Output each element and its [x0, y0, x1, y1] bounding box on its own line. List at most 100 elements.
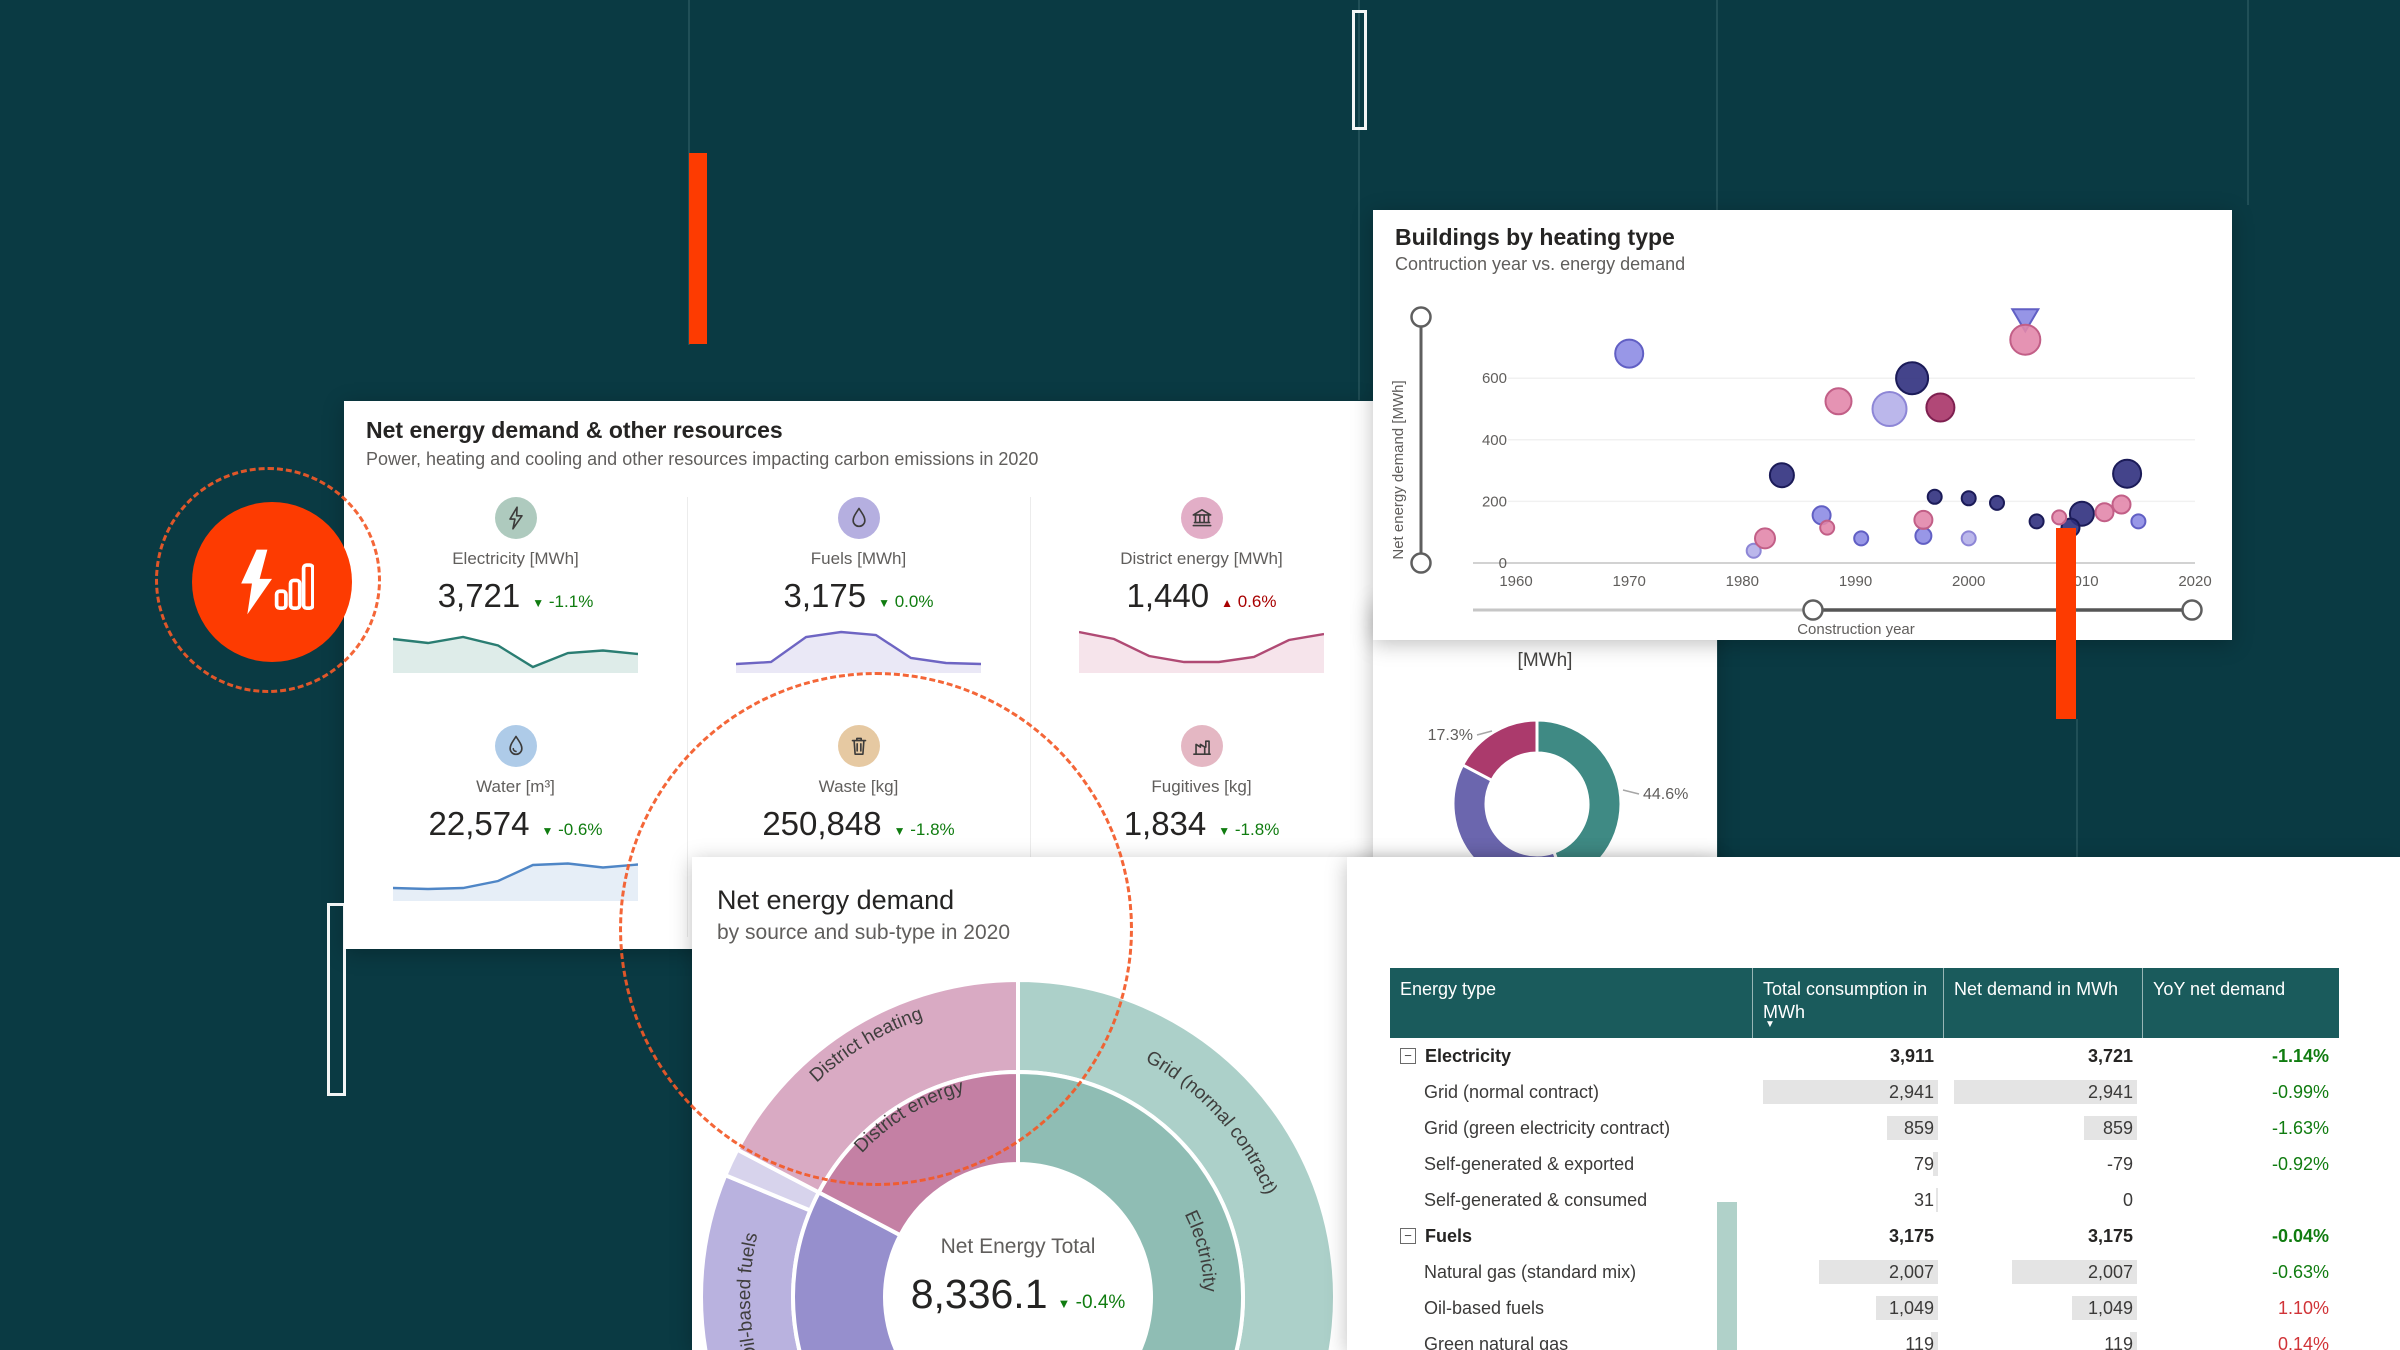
- scatter-card: 0 200 400 600 1960 1970 1980 1990 2000 2010 2020 Ne…: [1373, 210, 2232, 640]
- kpi-sparkline: [393, 623, 638, 673]
- slider-handle[interactable]: [2181, 599, 2203, 621]
- yoy-cell: 0.14%: [2143, 1326, 2339, 1350]
- cell-value: 79: [1913, 1154, 1934, 1174]
- scatter-point[interactable]: [2009, 323, 2042, 356]
- row-label: − Electricity: [1390, 1038, 1753, 1074]
- delta-up-icon: ▲: [1221, 596, 1233, 610]
- scatter-point[interactable]: [2130, 513, 2147, 530]
- scatter-point[interactable]: [1925, 392, 1956, 423]
- cell-value: 859: [2102, 1118, 2133, 1138]
- scatter-point[interactable]: [1853, 530, 1870, 547]
- slider-handle[interactable]: [1410, 552, 1432, 574]
- kpi-value-row: 1,834 ▼ -1.8%: [1124, 805, 1280, 843]
- scatter-point[interactable]: [1913, 509, 1934, 530]
- scatter-point[interactable]: [1871, 391, 1908, 427]
- water-drop-icon: [494, 725, 537, 767]
- scatter-point[interactable]: [1960, 490, 1977, 507]
- table-row[interactable]: Green natural gas 119 119 0.14%: [1390, 1326, 2339, 1350]
- scatter-point[interactable]: [1819, 519, 1836, 536]
- scatter-point[interactable]: [1768, 462, 1795, 489]
- x-tick-label: 2020: [2178, 573, 2211, 590]
- row-label: Self-generated & consumed: [1424, 1190, 1648, 1210]
- total-consumption-cell: 859: [1753, 1110, 1944, 1146]
- scatter-point[interactable]: [1745, 542, 1762, 559]
- net-demand-cell: -79: [1944, 1146, 2143, 1182]
- donut-card: [MWh] 17.3% 44.6%: [1373, 600, 1717, 880]
- bolt-icon: [494, 497, 537, 539]
- yoy-cell: [2143, 1182, 2339, 1218]
- table-row[interactable]: Grid (green electricity contract) 859 859 -…: [1390, 1110, 2339, 1146]
- scatter-point[interactable]: [1989, 494, 2005, 511]
- table-row[interactable]: Oil-based fuels 1,049 1,049 1.10%: [1390, 1290, 2339, 1326]
- cell-value: 1.10%: [2277, 1298, 2329, 1318]
- table-header-row: Energy type Total consumption in MWh ▼ N…: [1390, 968, 2339, 1038]
- table-row[interactable]: Self-generated & consumed 31 0: [1390, 1182, 2339, 1218]
- kpi-tile-fuels[interactable]: Fuels [MWh] 3,175 ▼ 0.0%: [687, 493, 1030, 721]
- kpi-grid: Electricity [MWh] 3,721 ▼ -1.1% Fuels [MWh]…: [344, 493, 1373, 949]
- row-label: Natural gas (standard mix): [1424, 1262, 1637, 1282]
- table-row[interactable]: Self-generated & exported 79 -79 -0.92%: [1390, 1146, 2339, 1182]
- card-title: Buildings by heating type: [1395, 224, 1675, 250]
- scatter-point[interactable]: [2094, 502, 2115, 523]
- column-header-energy-type[interactable]: Energy type: [1390, 968, 1753, 1038]
- kpi-tile-district-energy[interactable]: District energy [MWh] 1,440 ▲ 0.6%: [1030, 493, 1373, 721]
- slider-handle[interactable]: [1410, 306, 1432, 328]
- scatter-point[interactable]: [2028, 513, 2045, 530]
- kpi-value: 3,175: [783, 577, 867, 614]
- kpi-delta: ▼ -0.6%: [541, 820, 602, 840]
- scatter-point[interactable]: [1926, 488, 1943, 505]
- data-bar: [1936, 1188, 1938, 1212]
- scatter-point[interactable]: [2112, 458, 2143, 489]
- x-tick-label: 2000: [1952, 573, 1985, 590]
- scatter-point[interactable]: [1895, 361, 1930, 396]
- yoy-cell: -1.14%: [2143, 1038, 2339, 1074]
- column-header-yoy[interactable]: YoY net demand: [2153, 979, 2286, 999]
- kpi-sparkline: [1079, 623, 1324, 673]
- slider-handle[interactable]: [1802, 599, 1824, 621]
- kpi-value-row: 22,574 ▼ -0.6%: [429, 805, 603, 843]
- data-bar: [1954, 1080, 2137, 1104]
- background-grid-line: [1358, 0, 1360, 400]
- scatter-point[interactable]: [2111, 494, 2132, 515]
- kpi-delta-value: 0.6%: [1233, 592, 1277, 611]
- net-demand-cell: 1,049: [1944, 1290, 2143, 1326]
- yoy-cell: -0.99%: [2143, 1074, 2339, 1110]
- cell-value: 2,007: [2087, 1262, 2133, 1282]
- data-bar: [1887, 1116, 1938, 1140]
- scatter-point[interactable]: [1614, 338, 1645, 369]
- scatter-point[interactable]: [1754, 527, 1776, 550]
- scatter-point[interactable]: [1960, 530, 1977, 547]
- table-row[interactable]: Natural gas (standard mix) 2,007 2,007 -0.6…: [1390, 1254, 2339, 1290]
- outline-rectangle: [1352, 10, 1367, 130]
- donut-slice-fuels[interactable]: [1451, 763, 1566, 880]
- card-subtitle: Contruction year vs. energy demand: [1395, 254, 1686, 274]
- total-consumption-cell: 3,911: [1753, 1038, 1944, 1074]
- collapse-icon[interactable]: −: [1400, 1048, 1416, 1064]
- total-consumption-cell: 1,049: [1753, 1290, 1944, 1326]
- kpi-tile-water[interactable]: Water [m³] 22,574 ▼ -0.6%: [344, 721, 687, 949]
- total-consumption-cell: 3,175: [1753, 1218, 1944, 1254]
- column-header-total-consumption[interactable]: Total consumption in MWh ▼: [1753, 968, 1944, 1038]
- column-header-net-demand[interactable]: Net demand in MWh: [1944, 968, 2143, 1038]
- row-label: Green natural gas: [1424, 1334, 1569, 1350]
- scatter-point[interactable]: [1914, 526, 1933, 545]
- table-row[interactable]: Grid (normal contract) 2,941 2,941 -0.99%: [1390, 1074, 2339, 1110]
- table-row[interactable]: − Electricity 3,911 3,721 -1.14%: [1390, 1038, 2339, 1074]
- table-row[interactable]: − Fuels 3,175 3,175 -0.04%: [1390, 1218, 2339, 1254]
- scatter-point[interactable]: [1824, 387, 1853, 416]
- scatter-point[interactable]: [2051, 509, 2068, 526]
- kpi-tile-fugitives[interactable]: Fugitives [kg] 1,834 ▼ -1.8%: [1030, 721, 1373, 949]
- kpi-tile-electricity[interactable]: Electricity [MWh] 3,721 ▼ -1.1%: [344, 493, 687, 721]
- delta-down-icon: ▼: [1057, 1296, 1071, 1311]
- card-subtitle: Power, heating and cooling and other res…: [366, 449, 1039, 469]
- total-consumption-cell: 79: [1753, 1146, 1944, 1182]
- district-bank-icon: [1180, 497, 1223, 539]
- collapse-icon[interactable]: −: [1400, 1228, 1416, 1244]
- donut-slice-electricity[interactable]: [1535, 718, 1623, 880]
- sunburst-total-value: 8,336.1: [910, 1271, 1048, 1317]
- sunburst-segment-fuels[interactable]: [791, 1190, 1093, 1350]
- scatter-point[interactable]: [2010, 308, 2041, 334]
- donut-slice-district-energy[interactable]: [1461, 718, 1539, 782]
- total-consumption-cell: 2,007: [1753, 1254, 1944, 1290]
- sunburst-segment-electricity[interactable]: [1016, 1070, 1245, 1350]
